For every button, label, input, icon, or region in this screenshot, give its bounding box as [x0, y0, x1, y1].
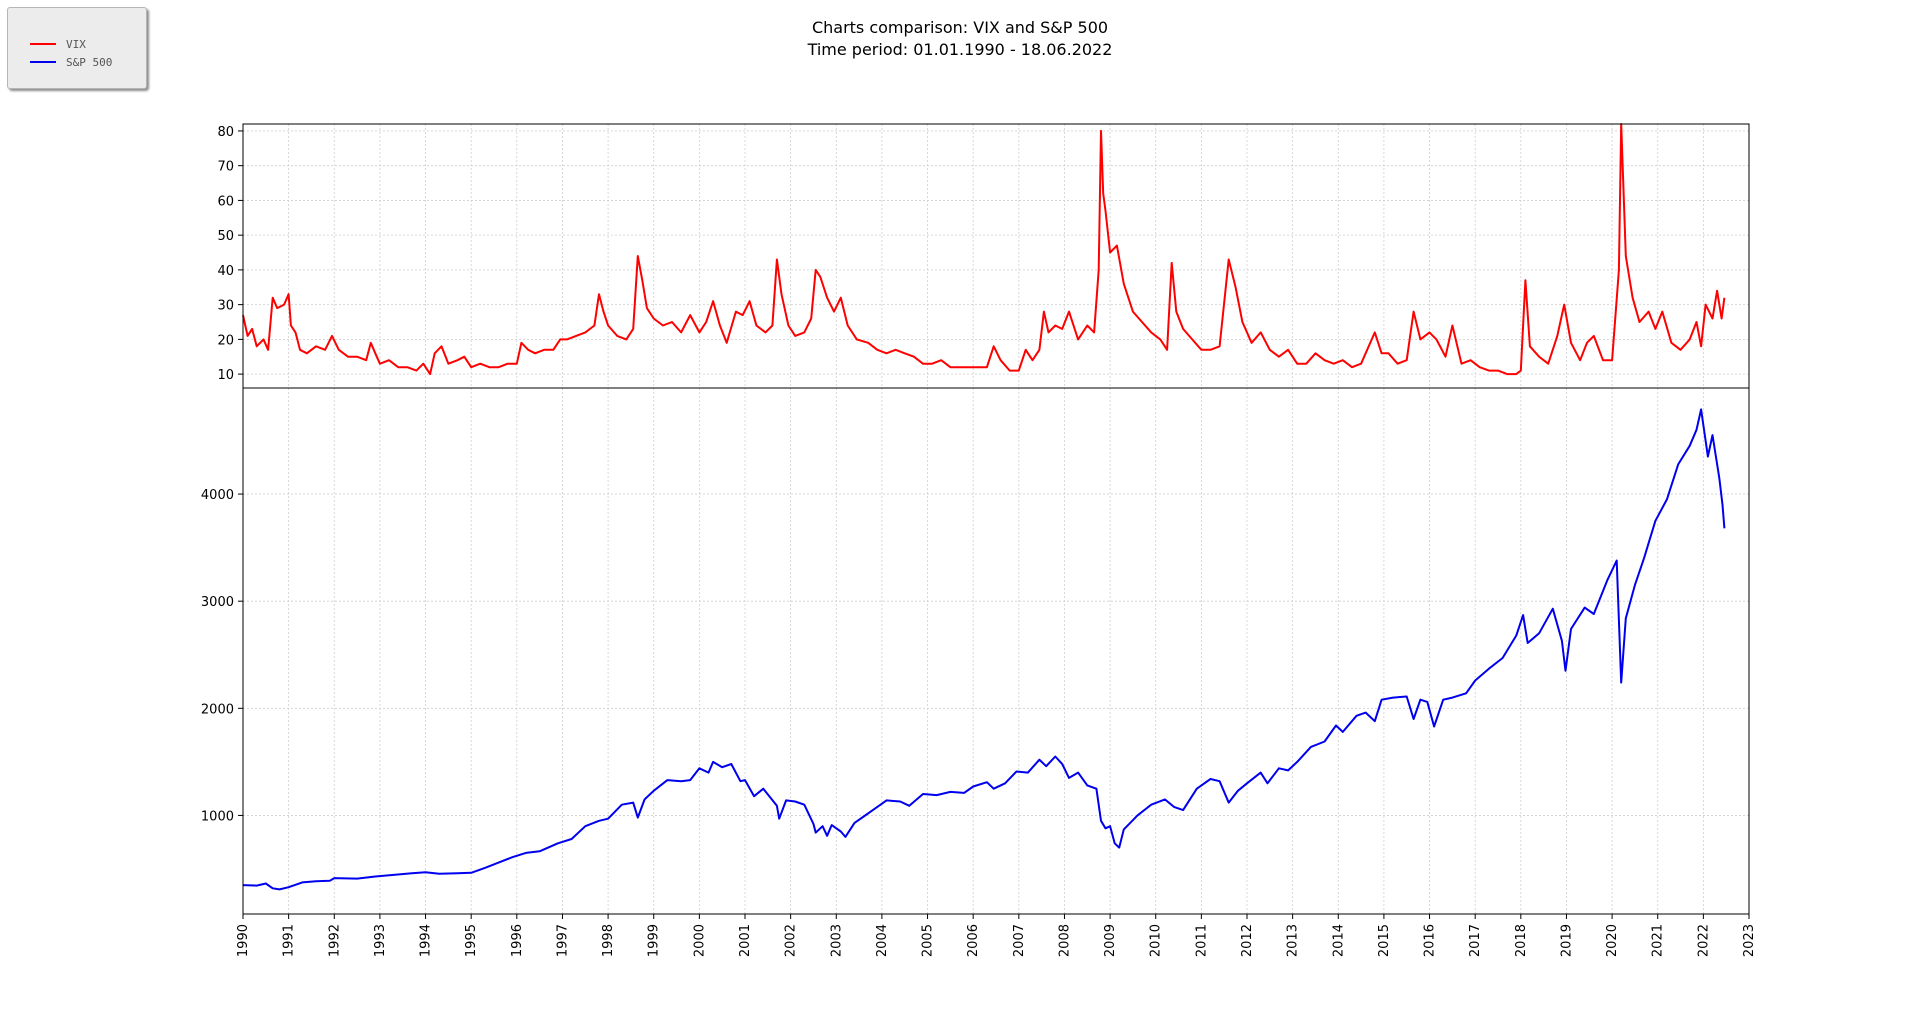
vix-ytick-label: 80	[217, 125, 234, 140]
xtick-label: 2015	[1377, 924, 1392, 957]
legend-swatch-vix	[30, 43, 56, 45]
legend-swatch-sp500	[30, 61, 56, 63]
vix-ytick-label: 20	[217, 333, 234, 348]
vix-ytick-label: 40	[217, 264, 234, 279]
legend-item-vix: VIX	[30, 36, 86, 52]
xtick-label: 2012	[1240, 924, 1255, 957]
xtick-label: 2022	[1696, 924, 1711, 957]
xtick-label: 1996	[510, 924, 525, 957]
xtick-label: 2007	[1012, 924, 1027, 957]
xtick-label: 2006	[966, 924, 981, 957]
sp500-ytick-label: 4000	[201, 488, 234, 503]
vix-ytick-label: 70	[217, 160, 234, 175]
chart-title: Charts comparison: VIX and S&P 500	[811, 18, 1109, 37]
chart-subtitle: Time period: 01.01.1990 - 18.06.2022	[807, 40, 1113, 59]
sp500-series-line	[242, 408, 1726, 891]
xtick-label: 2011	[1194, 924, 1209, 957]
xtick-label: 2017	[1468, 924, 1483, 957]
xtick-label: 2020	[1605, 924, 1620, 957]
legend-item-sp500: S&P 500	[30, 54, 112, 70]
xtick-label: 2009	[1103, 924, 1118, 957]
vix-series-line	[242, 123, 1726, 376]
xtick-label: 1997	[555, 924, 570, 957]
sp500-ytick-label: 1000	[201, 809, 234, 824]
xtick-label: 1995	[464, 924, 479, 957]
sp500-axes-frame	[242, 387, 1750, 915]
xtick-label: 1992	[327, 924, 342, 957]
xtick-label: 1990	[236, 924, 251, 957]
xtick-label: 2004	[875, 924, 890, 957]
xtick-label: 1993	[373, 924, 388, 957]
xtick-label: 2019	[1559, 924, 1574, 957]
xtick-label: 1998	[601, 924, 616, 957]
xtick-label: 2010	[1149, 924, 1164, 957]
vix-ytick-label: 10	[217, 368, 234, 383]
xtick-label: 2016	[1423, 924, 1438, 957]
xtick-label: 2001	[738, 924, 753, 957]
sp500-ytick-label: 3000	[201, 595, 234, 610]
vix-ytick-label: 60	[217, 194, 234, 209]
xtick-label: 2023	[1742, 924, 1757, 957]
sp500-ytick-label: 2000	[201, 702, 234, 717]
xtick-label: 2021	[1651, 924, 1666, 957]
xtick-label: 2005	[921, 924, 936, 957]
vix-ytick-label: 50	[217, 229, 234, 244]
vix-ytick-label: 30	[217, 299, 234, 314]
xtick-label: 2000	[692, 924, 707, 957]
xtick-label: 2002	[784, 924, 799, 957]
xtick-label: 2013	[1286, 924, 1301, 957]
legend: VIX S&P 500	[7, 7, 147, 89]
xtick-label: 2014	[1331, 924, 1346, 957]
xtick-label: 1994	[419, 924, 434, 957]
legend-label-sp500: S&P 500	[66, 55, 113, 69]
legend-label-vix: VIX	[66, 37, 86, 51]
xtick-label: 1999	[647, 924, 662, 957]
xtick-label: 2018	[1514, 924, 1529, 957]
xtick-label: 2003	[829, 924, 844, 957]
vix-axes-frame	[242, 123, 1750, 389]
xtick-label: 2008	[1057, 924, 1072, 957]
xtick-label: 1991	[282, 924, 297, 957]
